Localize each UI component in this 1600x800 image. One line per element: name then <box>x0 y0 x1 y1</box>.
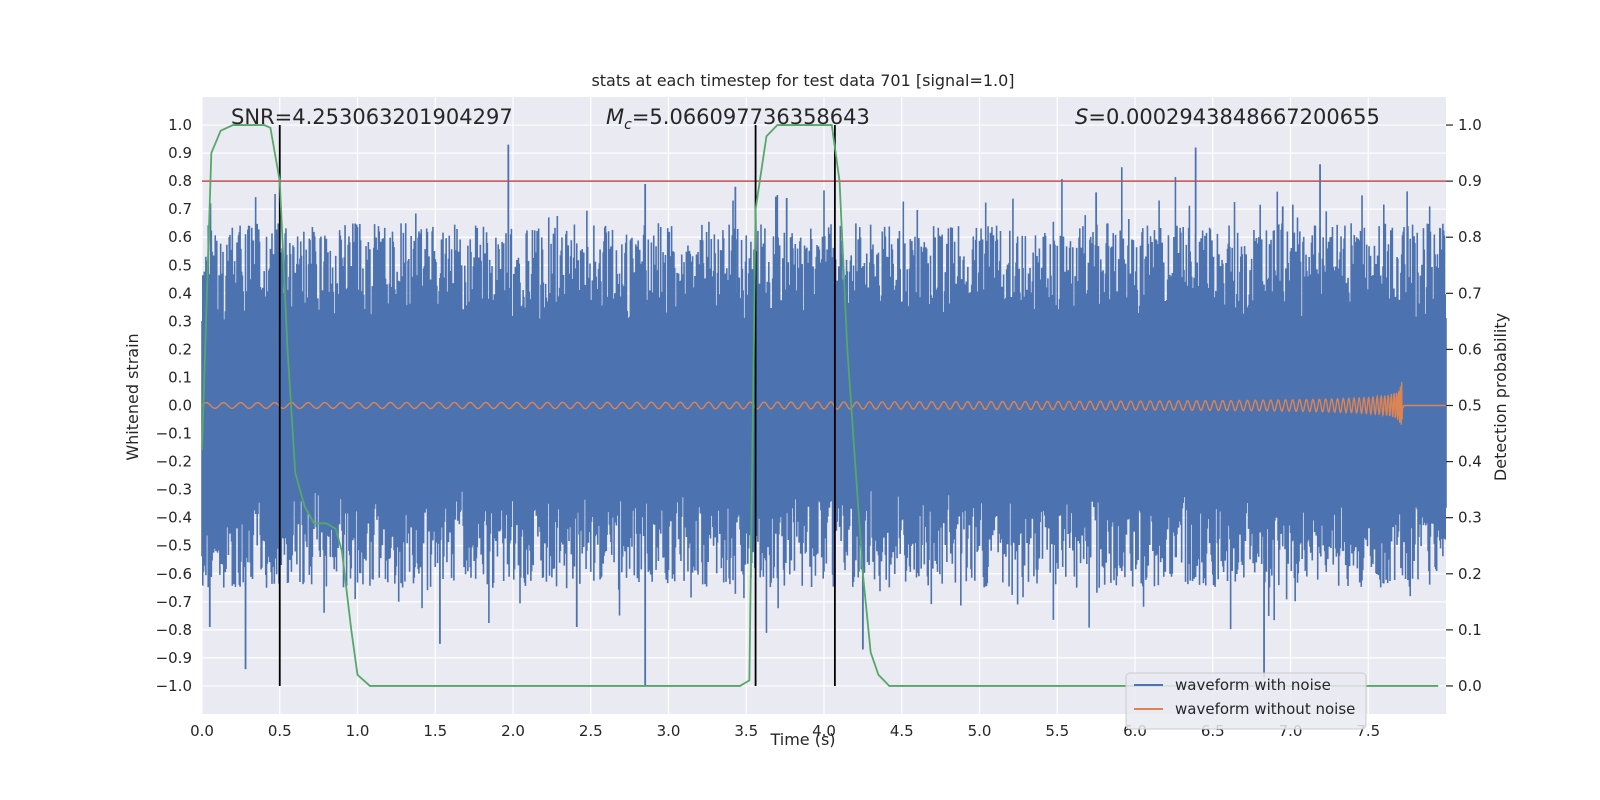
y2-axis-label: Detection probability <box>1491 313 1510 481</box>
chirp-mass-symbol: M <box>606 105 624 129</box>
chirp-mass-value: =5.066097736358643 <box>632 105 870 129</box>
y-tick-label: −0.5 <box>156 537 192 555</box>
y2-tick-label: 0.6 <box>1458 340 1482 358</box>
legend-box <box>1125 672 1367 730</box>
y-tick-label: 0.0 <box>168 397 192 415</box>
x-tick-label: 2.5 <box>579 722 603 740</box>
x-tick-label: 3.0 <box>657 722 681 740</box>
y-tick-label: 0.8 <box>168 172 192 190</box>
x-tick-label: 1.0 <box>346 722 370 740</box>
y2-tick-label: 0.7 <box>1458 284 1482 302</box>
x-tick-label: 3.5 <box>734 722 758 740</box>
y-tick-label: −0.2 <box>156 453 192 471</box>
x-tick-label: 5.5 <box>1045 722 1069 740</box>
y-tick-label: −0.7 <box>156 593 192 611</box>
legend-label-noise: waveform with noise <box>1175 676 1331 694</box>
y-tick-label: 1.0 <box>168 116 192 134</box>
y-tick-label: 0.7 <box>168 200 192 218</box>
chirp-mass-annotation: Mc=5.066097736358643 <box>606 105 870 133</box>
y-tick-label: 0.9 <box>168 144 192 162</box>
y-tick-label: 0.6 <box>168 228 192 246</box>
chirp-mass-subscript: c <box>624 117 632 133</box>
y-tick-label: 0.5 <box>168 256 192 274</box>
x-tick-label: 2.0 <box>501 722 525 740</box>
y-tick-label: −1.0 <box>156 677 192 695</box>
y-axis-label: Whitened strain <box>123 333 142 460</box>
legend-label-clean: waveform without noise <box>1175 700 1355 718</box>
y-tick-label: −0.1 <box>156 425 192 443</box>
y-tick-label: 0.3 <box>168 312 192 330</box>
x-tick-label: 5.0 <box>968 722 992 740</box>
s-value: =0.0002943848667200655 <box>1088 105 1380 129</box>
chart-title: stats at each timestep for test data 701… <box>591 71 1014 90</box>
y-tick-label: 0.1 <box>168 368 192 386</box>
series-waveform-without-noise <box>201 382 1446 425</box>
y2-tick-label: 1.0 <box>1458 116 1482 134</box>
snr-annotation: SNR=4.253063201904297 <box>231 105 513 129</box>
y-tick-label: −0.4 <box>156 509 192 527</box>
x-tick-label: 1.5 <box>423 722 447 740</box>
y2-tick-label: 0.4 <box>1458 453 1482 471</box>
s-symbol: S <box>1075 105 1088 129</box>
y2-tick-label: 0.5 <box>1458 397 1482 415</box>
x-tick-label: 0.5 <box>268 722 292 740</box>
y-tick-label: −0.9 <box>156 649 192 667</box>
series-detection-probability <box>201 124 1439 687</box>
y-tick-label: −0.6 <box>156 565 192 583</box>
y2-tick-label: 0.9 <box>1458 172 1482 190</box>
y2-tick-label: 0.1 <box>1458 621 1482 639</box>
y-tick-label: 0.4 <box>168 284 192 302</box>
y2-tick-label: 0.0 <box>1458 677 1482 695</box>
y2-tick-label: 0.8 <box>1458 228 1482 246</box>
x-tick-label: 0.0 <box>190 722 214 740</box>
legend: waveform with noise waveform without noi… <box>1125 672 1367 730</box>
s-annotation: S=0.0002943848667200655 <box>1075 105 1380 129</box>
y2-tick-label: 0.2 <box>1458 565 1482 583</box>
y2-tick-label: 0.3 <box>1458 509 1482 527</box>
axis-ticks: 0.0 0.5 1.0 1.5 2.0 2.5 3.0 3.5 4.0 4.5 5.0 5.5 6.0 6… <box>156 116 1482 740</box>
x-tick-label: 4.0 <box>812 722 836 740</box>
y-tick-label: −0.8 <box>156 621 192 639</box>
x-tick-label: 4.5 <box>890 722 914 740</box>
chirp-trace <box>201 382 1446 425</box>
probability-trace <box>201 124 1439 687</box>
y-tick-label: −0.3 <box>156 481 192 499</box>
x-axis-label: Time (s) <box>769 730 835 749</box>
y-tick-label: 0.2 <box>168 340 192 358</box>
